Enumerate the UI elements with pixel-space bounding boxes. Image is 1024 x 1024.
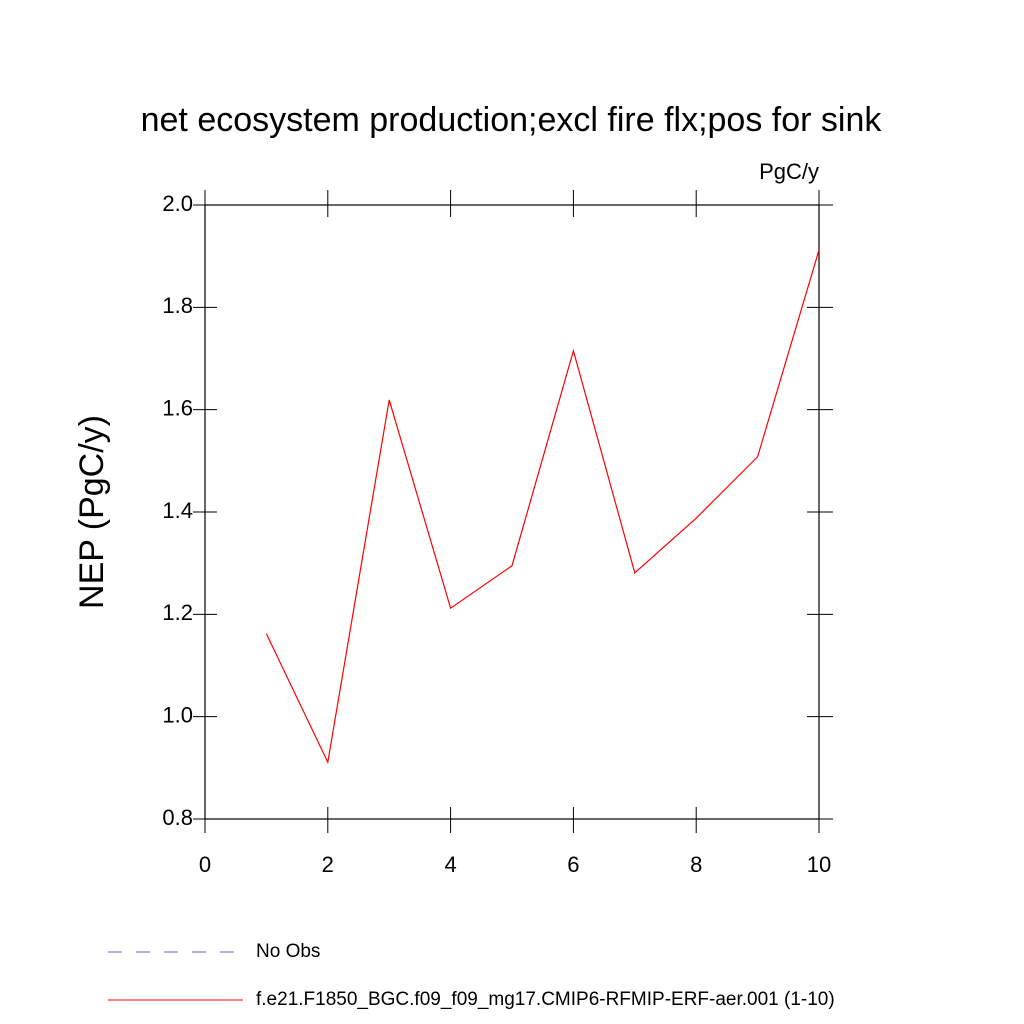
y-tick-label: 1.2 (162, 600, 193, 625)
legend-label: No Obs (256, 941, 320, 962)
legend-label: f.e21.F1850_BGC.f09_f09_mg17.CMIP6-RFMIP… (256, 989, 835, 1010)
x-tick-label: 2 (322, 852, 334, 877)
x-tick-label: 4 (444, 852, 456, 877)
x-tick-label: 6 (567, 852, 579, 877)
y-tick-label: 1.4 (162, 498, 193, 523)
x-tick-label: 10 (807, 852, 831, 877)
y-tick-label: 1.8 (162, 293, 193, 318)
x-tick-label: 8 (690, 852, 702, 877)
data-line (265, 249, 820, 765)
y-axis-label: NEP (PgC/y) (73, 415, 111, 609)
units-label: PgC/y (759, 159, 819, 184)
y-tick-label: 2.0 (162, 191, 193, 216)
y-tick-label: 1.0 (162, 702, 193, 727)
x-tick-label: 0 (199, 852, 211, 877)
chart-title: net ecosystem production;excl fire flx;p… (141, 101, 883, 139)
y-tick-label: 1.6 (162, 395, 193, 420)
plot-frame (204, 204, 820, 820)
y-tick-label: 0.8 (162, 805, 193, 830)
